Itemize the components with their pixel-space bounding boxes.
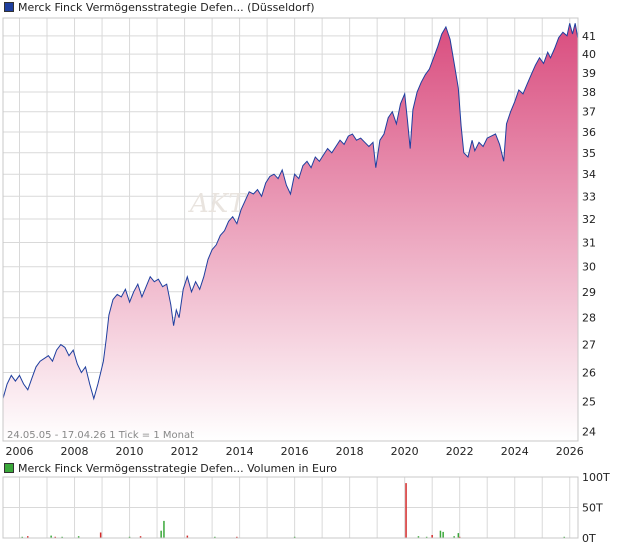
volume-bar [139,536,142,538]
volume-bar [160,530,162,538]
volume-bar [99,532,102,538]
y-tick-label: 26 [582,367,596,380]
volume-bar [27,536,29,538]
volume-bar [431,535,433,538]
x-tick-label: 2014 [226,445,254,458]
volume-legend: Merck Finck Vermögensstrategie Defen... … [4,461,337,475]
volume-bar [50,535,52,538]
volume-y-axis: 0T 50T 100T [582,471,610,545]
watermark-text: AKT [188,189,247,219]
y-tick-label: 34 [582,168,596,181]
y-tick-label: 36 [582,126,596,139]
volume-bar [563,536,565,538]
volume-bar [457,533,460,538]
volume-bar [128,536,131,538]
volume-bar [442,531,444,538]
x-tick-label: 2008 [61,445,89,458]
x-tick-label: 2006 [6,445,34,458]
volume-bar [54,536,56,538]
y-tick-label: 32 [582,213,596,226]
x-tick-label: 2020 [391,445,419,458]
y-tick-label: 25 [582,396,596,409]
volume-bar [77,536,80,538]
y-tick-label: 31 [582,236,596,249]
x-tick-label: 2012 [171,445,199,458]
x-tick-label: 2022 [446,445,474,458]
volume-bar [439,530,442,538]
price-line [2,23,579,401]
x-tick-label: 2018 [336,445,364,458]
x-tick-label: 2010 [116,445,144,458]
y-tick-label: 29 [582,286,596,299]
y-tick-label: 38 [582,86,596,99]
volume-bar [453,536,455,538]
y-tick-label: 27 [582,339,596,352]
range-label: 24.05.05 - 17.04.26 1 Tick = 1 Monat [7,430,194,441]
volume-bar [21,536,23,538]
volume-bar [458,536,461,538]
price-y-axis: 24 25 26 27 28 29 30 31 32 33 34 35 36 37 38 39 40 41 [582,30,596,439]
y-tick-label: 41 [582,30,596,43]
volume-legend-swatch [4,463,14,473]
y-tick-label: 30 [582,261,596,274]
volume-frame [2,476,579,539]
volume-bar [405,483,407,538]
volume-bars [21,483,565,538]
volume-bar [61,536,63,538]
volume-bar [163,520,165,538]
x-tick-label: 2024 [501,445,529,458]
volume-bar [293,536,296,538]
volume-y-tick-label: 100T [582,471,610,484]
volume-bar [425,536,428,538]
x-tick-label: 2026 [556,445,584,458]
volume-bar [417,536,420,538]
volume-y-tick-label: 0T [582,532,596,545]
y-tick-label: 28 [582,312,596,325]
price-legend-label: Merck Finck Vermögensstrategie Defen... … [18,0,315,14]
y-tick-label: 33 [582,190,596,203]
y-tick-label: 39 [582,67,596,80]
price-legend: Merck Finck Vermögensstrategie Defen... … [4,0,315,14]
price-area [3,23,578,442]
y-tick-label: 35 [582,147,596,160]
y-tick-label: 37 [582,106,596,119]
price-frame [2,17,579,442]
volume-bar [236,536,238,538]
volume-bar [214,536,216,538]
price-legend-swatch [4,2,14,12]
volume-grid [3,476,578,539]
price-x-axis: 2006 2008 2010 2012 2014 2016 2018 2020 2022 2024… [6,445,584,458]
y-tick-label: 40 [582,48,596,61]
volume-y-tick-label: 50T [582,502,603,515]
volume-legend-label: Merck Finck Vermögensstrategie Defen... … [18,461,337,475]
x-tick-label: 2016 [281,445,309,458]
y-tick-label: 24 [582,426,596,439]
volume-bar [186,535,189,538]
